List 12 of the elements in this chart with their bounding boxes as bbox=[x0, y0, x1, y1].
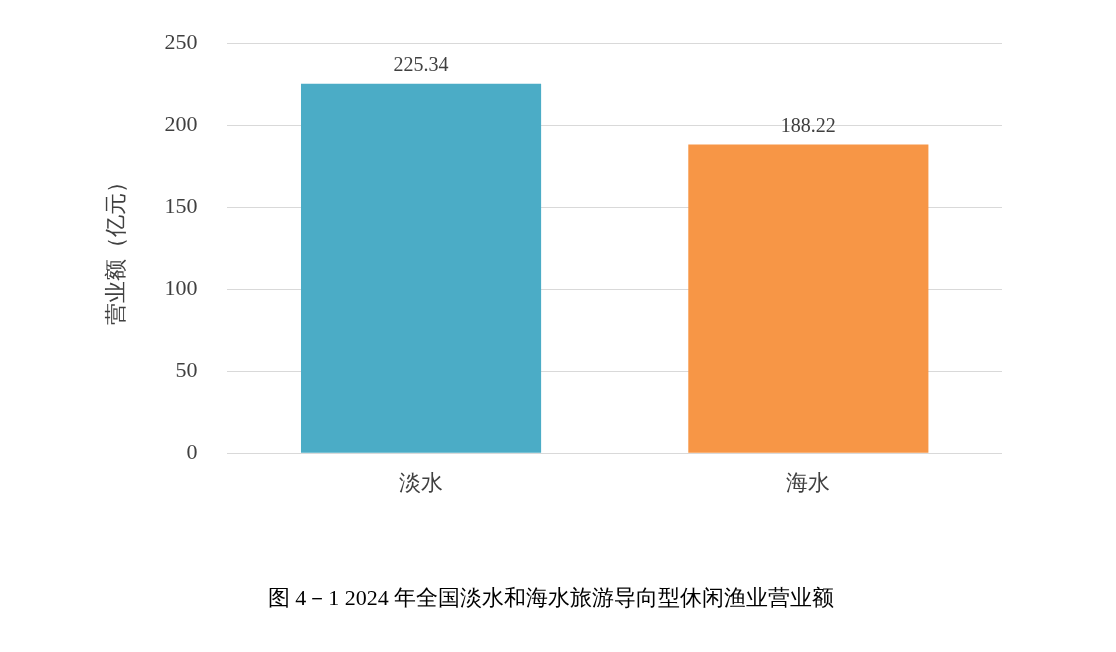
text: 图 4－1 2024 年全国淡水和海水旅游导向型休闲渔业营业额 bbox=[267, 584, 835, 610]
y-tick-label: 200 bbox=[164, 110, 198, 136]
y-tick-label: 100 bbox=[164, 274, 198, 300]
y-axis-title: 营业额（亿元） bbox=[102, 171, 128, 326]
y-tick-label: 250 bbox=[164, 28, 198, 54]
x-tick-label: 海水 bbox=[786, 470, 831, 496]
data-label: 188.22 bbox=[780, 113, 836, 136]
x-tick-label: 淡水 bbox=[399, 470, 444, 496]
y-tick-label: 50 bbox=[175, 356, 198, 382]
y-tick-label: 150 bbox=[164, 192, 198, 218]
y-tick-label: 0 bbox=[186, 438, 198, 464]
data-label: 225.34 bbox=[393, 52, 449, 75]
